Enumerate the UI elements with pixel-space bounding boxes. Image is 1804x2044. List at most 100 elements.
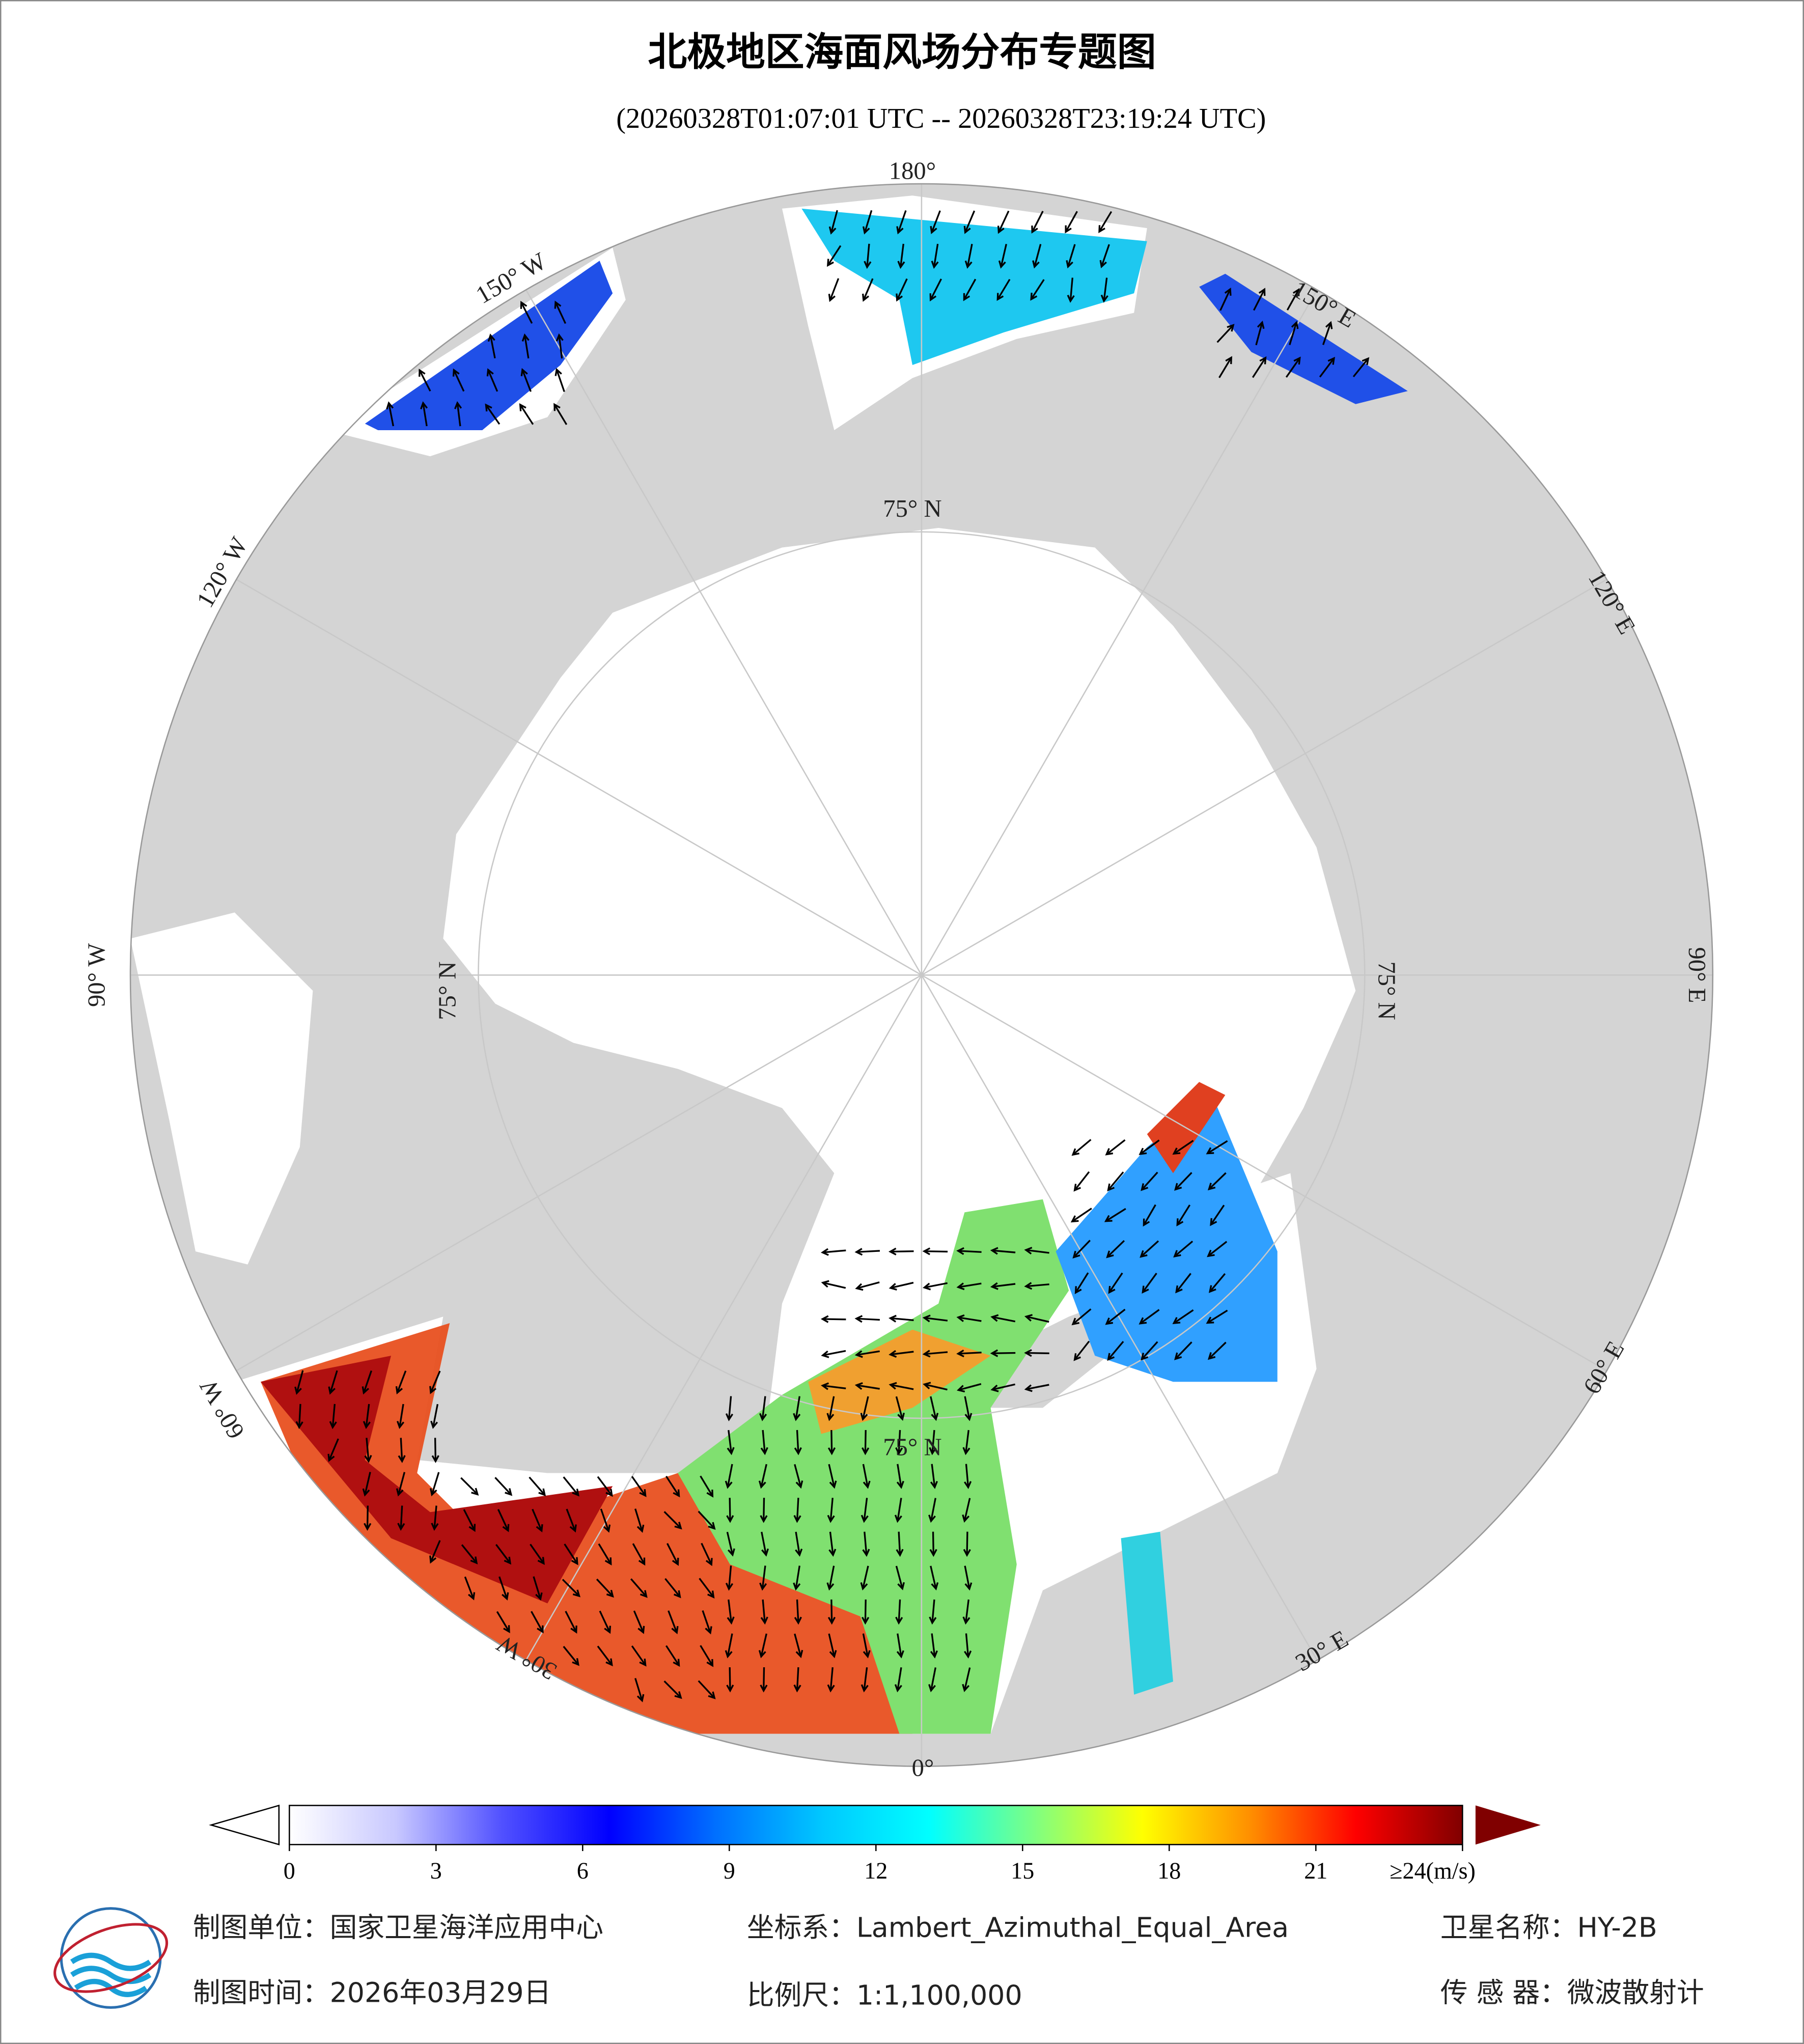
wind-arrow [563, 1645, 579, 1666]
wind-arrow [793, 1396, 801, 1421]
wind-arrow [930, 1565, 939, 1591]
wind-arrow [826, 1565, 835, 1591]
wind-arrow [827, 1667, 835, 1693]
arrow-shaft [1025, 1315, 1049, 1323]
arrow-shaft [931, 210, 941, 233]
wind-arrow [327, 1438, 339, 1462]
colorbar-low-arrow [209, 1804, 280, 1845]
arrow-shaft [796, 1430, 799, 1454]
arrow-head [727, 1447, 735, 1455]
wind-arrow [596, 1578, 614, 1598]
arrow-head [454, 401, 462, 409]
wind-arrow [397, 1505, 405, 1531]
wind-arrow [498, 1576, 509, 1601]
arrow-head [725, 1582, 734, 1591]
wind-arrow [520, 300, 533, 324]
arrow-head [1174, 1183, 1182, 1191]
arrow-shaft [863, 278, 874, 301]
arrow-head [828, 294, 836, 302]
arrow-shaft [727, 1633, 733, 1657]
arrow-head [821, 1382, 829, 1390]
arrow-head [537, 1557, 545, 1565]
arrow-shaft [634, 1677, 643, 1701]
arrow-head [795, 1548, 803, 1557]
wind-arrow [486, 368, 498, 392]
wind-arrow [929, 278, 942, 302]
arrow-head [571, 1557, 578, 1565]
arrow-shaft [1252, 357, 1266, 378]
arrow-shaft [897, 210, 907, 233]
wind-arrow [553, 403, 568, 425]
arrow-head [889, 1350, 897, 1358]
wind-arrow [827, 1430, 836, 1455]
arrow-shaft [698, 1680, 715, 1699]
arrow-head [328, 1386, 336, 1395]
arrow-shaft [463, 1509, 476, 1531]
wind-arrow [1207, 1341, 1227, 1360]
wind-arrow [700, 1475, 714, 1498]
arrow-shaft [965, 1599, 969, 1623]
wind-arrow [896, 1464, 904, 1489]
wind-arrow [664, 1578, 681, 1599]
arrow-shaft [634, 1508, 643, 1532]
arrow-shaft [890, 1317, 914, 1321]
wind-arrow [862, 1599, 870, 1625]
wind-arrow [1286, 288, 1300, 311]
arrow-shaft [897, 1498, 902, 1522]
arrow-shaft [1073, 1240, 1091, 1258]
arrow-shaft [1175, 1273, 1191, 1293]
arrow-head [1105, 1317, 1114, 1325]
arrow-head [761, 1548, 769, 1557]
wind-arrow [1024, 1247, 1049, 1255]
arrow-head [956, 1247, 964, 1255]
arrow-head [502, 1524, 510, 1532]
arrow-shaft [396, 1370, 407, 1393]
arrow-head [1139, 1317, 1147, 1325]
arrow-shaft [992, 1249, 1016, 1253]
arrow-shaft [663, 1511, 682, 1529]
wind-field-okhotsk [1199, 273, 1408, 404]
arrow-head [1073, 1184, 1081, 1192]
wind-arrow [827, 1599, 836, 1625]
arrow-head [897, 1582, 905, 1590]
wind-arrow [793, 1667, 801, 1693]
arrow-head [604, 1626, 612, 1634]
arrow-head [471, 1488, 479, 1496]
arrow-shaft [1176, 1205, 1191, 1225]
arrow-head [1207, 1249, 1215, 1257]
arrow-head [429, 1555, 437, 1564]
arrow-head [897, 1412, 905, 1421]
wind-arrow [997, 210, 1010, 234]
arrow-shaft [563, 1476, 579, 1496]
wind-arrow [665, 1475, 680, 1498]
arrow-head [860, 1582, 868, 1591]
wind-arrow [521, 333, 530, 359]
arrow-head [502, 1592, 509, 1601]
arrow-head [485, 403, 492, 412]
arrow-head [1362, 357, 1370, 366]
wind-arrow [862, 1633, 871, 1659]
arrow-shaft [862, 1633, 869, 1657]
arrow-head [637, 1626, 645, 1634]
arrow-shaft [856, 1384, 880, 1390]
arrow-head [362, 1386, 369, 1395]
wind-arrow [1108, 1272, 1123, 1294]
arrow-head [862, 226, 870, 235]
arrow-head [636, 1694, 645, 1702]
arrow-head [826, 1413, 835, 1421]
arrow-shaft [632, 1543, 646, 1565]
arrow-shaft [931, 1464, 936, 1488]
arrow-head [708, 1522, 716, 1530]
wind-arrow [931, 243, 939, 269]
arrow-shaft [599, 1610, 611, 1633]
wind-arrow [1172, 1309, 1194, 1325]
wind-arrow [1208, 1273, 1226, 1293]
arrow-shaft [1105, 1208, 1126, 1222]
meridian [236, 974, 922, 1371]
wind-arrow [386, 401, 395, 427]
arrow-head [327, 1453, 335, 1462]
arrow-shaft [1218, 357, 1232, 378]
arrow-shaft [930, 1396, 937, 1420]
arrow-shaft [890, 1351, 914, 1356]
arrow-head [1106, 1250, 1114, 1258]
